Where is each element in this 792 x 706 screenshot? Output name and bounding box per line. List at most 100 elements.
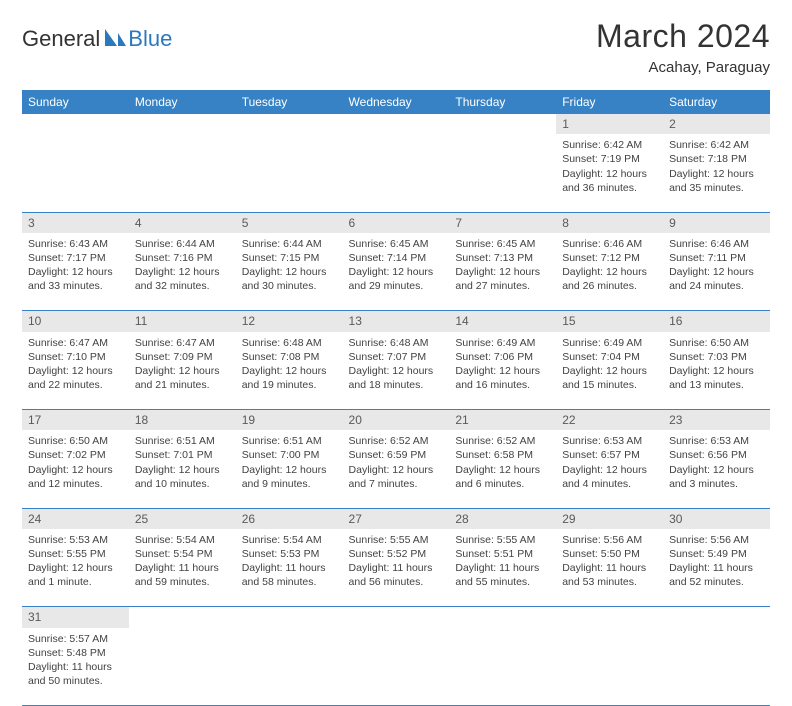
daylight-text: Daylight: 12 hours and 15 minutes. <box>562 364 657 392</box>
day-cell <box>449 628 556 706</box>
sunset-text: Sunset: 6:56 PM <box>669 448 764 462</box>
day-cell <box>129 134 236 212</box>
sunset-text: Sunset: 5:54 PM <box>135 547 230 561</box>
weekday-header: Monday <box>129 90 236 114</box>
sunrise-text: Sunrise: 5:54 AM <box>135 533 230 547</box>
day-cell: Sunrise: 6:50 AMSunset: 7:02 PMDaylight:… <box>22 430 129 508</box>
sunrise-text: Sunrise: 6:47 AM <box>135 336 230 350</box>
sunset-text: Sunset: 7:04 PM <box>562 350 657 364</box>
day-number-cell: 17 <box>22 410 129 431</box>
logo: General Blue <box>22 26 172 52</box>
daylight-text: Daylight: 12 hours and 24 minutes. <box>669 265 764 293</box>
daylight-text: Daylight: 12 hours and 1 minute. <box>28 561 123 589</box>
day-number-cell <box>449 114 556 134</box>
day-cell: Sunrise: 6:48 AMSunset: 7:08 PMDaylight:… <box>236 332 343 410</box>
sunset-text: Sunset: 7:08 PM <box>242 350 337 364</box>
day-cell: Sunrise: 5:54 AMSunset: 5:53 PMDaylight:… <box>236 529 343 607</box>
sunset-text: Sunset: 6:59 PM <box>349 448 444 462</box>
daylight-text: Daylight: 12 hours and 29 minutes. <box>349 265 444 293</box>
day-number-cell: 20 <box>343 410 450 431</box>
day-cell: Sunrise: 6:53 AMSunset: 6:57 PMDaylight:… <box>556 430 663 508</box>
day-number-cell: 27 <box>343 508 450 529</box>
sunrise-text: Sunrise: 6:52 AM <box>349 434 444 448</box>
day-cell <box>22 134 129 212</box>
day-number-cell: 4 <box>129 212 236 233</box>
day-cell <box>663 628 770 706</box>
sunset-text: Sunset: 7:06 PM <box>455 350 550 364</box>
weekday-header: Wednesday <box>343 90 450 114</box>
calendar-table: SundayMondayTuesdayWednesdayThursdayFrid… <box>22 90 770 706</box>
day-number-cell: 28 <box>449 508 556 529</box>
logo-text-general: General <box>22 26 100 52</box>
weekday-header: Tuesday <box>236 90 343 114</box>
sunrise-text: Sunrise: 6:44 AM <box>242 237 337 251</box>
sunrise-text: Sunrise: 5:56 AM <box>669 533 764 547</box>
sunrise-text: Sunrise: 6:45 AM <box>349 237 444 251</box>
daylight-text: Daylight: 12 hours and 36 minutes. <box>562 167 657 195</box>
day-number-cell: 24 <box>22 508 129 529</box>
sunset-text: Sunset: 7:07 PM <box>349 350 444 364</box>
day-body-row: Sunrise: 6:47 AMSunset: 7:10 PMDaylight:… <box>22 332 770 410</box>
calendar-body: 12Sunrise: 6:42 AMSunset: 7:19 PMDayligh… <box>22 114 770 706</box>
daylight-text: Daylight: 12 hours and 19 minutes. <box>242 364 337 392</box>
day-cell: Sunrise: 6:52 AMSunset: 6:58 PMDaylight:… <box>449 430 556 508</box>
daylight-text: Daylight: 12 hours and 18 minutes. <box>349 364 444 392</box>
day-number-cell <box>343 114 450 134</box>
sunrise-text: Sunrise: 6:51 AM <box>135 434 230 448</box>
daylight-text: Daylight: 12 hours and 22 minutes. <box>28 364 123 392</box>
day-number-cell <box>129 607 236 628</box>
day-number-cell <box>449 607 556 628</box>
sunrise-text: Sunrise: 6:53 AM <box>562 434 657 448</box>
day-number-cell: 25 <box>129 508 236 529</box>
daylight-text: Daylight: 12 hours and 26 minutes. <box>562 265 657 293</box>
day-number-cell <box>556 607 663 628</box>
sunset-text: Sunset: 7:02 PM <box>28 448 123 462</box>
day-body-row: Sunrise: 6:50 AMSunset: 7:02 PMDaylight:… <box>22 430 770 508</box>
daylight-text: Daylight: 12 hours and 9 minutes. <box>242 463 337 491</box>
day-cell: Sunrise: 6:46 AMSunset: 7:11 PMDaylight:… <box>663 233 770 311</box>
day-cell: Sunrise: 6:43 AMSunset: 7:17 PMDaylight:… <box>22 233 129 311</box>
day-number-cell: 19 <box>236 410 343 431</box>
sunrise-text: Sunrise: 5:54 AM <box>242 533 337 547</box>
day-number-cell: 10 <box>22 311 129 332</box>
day-number-cell: 14 <box>449 311 556 332</box>
day-cell: Sunrise: 6:45 AMSunset: 7:14 PMDaylight:… <box>343 233 450 311</box>
day-cell: Sunrise: 5:55 AMSunset: 5:52 PMDaylight:… <box>343 529 450 607</box>
day-number-cell: 16 <box>663 311 770 332</box>
day-number-cell: 3 <box>22 212 129 233</box>
day-cell: Sunrise: 5:54 AMSunset: 5:54 PMDaylight:… <box>129 529 236 607</box>
day-number-cell: 15 <box>556 311 663 332</box>
day-cell: Sunrise: 6:49 AMSunset: 7:04 PMDaylight:… <box>556 332 663 410</box>
sunrise-text: Sunrise: 6:46 AM <box>562 237 657 251</box>
sunrise-text: Sunrise: 6:42 AM <box>562 138 657 152</box>
daylight-text: Daylight: 11 hours and 59 minutes. <box>135 561 230 589</box>
day-number-cell: 5 <box>236 212 343 233</box>
daylight-text: Daylight: 12 hours and 21 minutes. <box>135 364 230 392</box>
day-cell: Sunrise: 6:44 AMSunset: 7:15 PMDaylight:… <box>236 233 343 311</box>
daylight-text: Daylight: 11 hours and 58 minutes. <box>242 561 337 589</box>
header-row: General Blue March 2024 Acahay, Paraguay <box>22 18 770 76</box>
sunrise-text: Sunrise: 6:49 AM <box>562 336 657 350</box>
daylight-text: Daylight: 12 hours and 13 minutes. <box>669 364 764 392</box>
sunrise-text: Sunrise: 6:48 AM <box>242 336 337 350</box>
day-body-row: Sunrise: 6:43 AMSunset: 7:17 PMDaylight:… <box>22 233 770 311</box>
day-cell: Sunrise: 5:56 AMSunset: 5:50 PMDaylight:… <box>556 529 663 607</box>
sunrise-text: Sunrise: 6:52 AM <box>455 434 550 448</box>
sail-icon <box>104 27 126 52</box>
day-cell: Sunrise: 6:47 AMSunset: 7:10 PMDaylight:… <box>22 332 129 410</box>
daylight-text: Daylight: 11 hours and 56 minutes. <box>349 561 444 589</box>
sunrise-text: Sunrise: 6:49 AM <box>455 336 550 350</box>
day-body-row: Sunrise: 5:57 AMSunset: 5:48 PMDaylight:… <box>22 628 770 706</box>
sunset-text: Sunset: 5:50 PM <box>562 547 657 561</box>
day-cell: Sunrise: 6:51 AMSunset: 7:00 PMDaylight:… <box>236 430 343 508</box>
sunrise-text: Sunrise: 6:53 AM <box>669 434 764 448</box>
day-cell <box>236 134 343 212</box>
sunrise-text: Sunrise: 5:55 AM <box>455 533 550 547</box>
daylight-text: Daylight: 11 hours and 53 minutes. <box>562 561 657 589</box>
logo-text-blue: Blue <box>128 26 172 52</box>
daylight-text: Daylight: 12 hours and 33 minutes. <box>28 265 123 293</box>
day-number-cell: 9 <box>663 212 770 233</box>
daylight-text: Daylight: 12 hours and 27 minutes. <box>455 265 550 293</box>
day-cell: Sunrise: 6:42 AMSunset: 7:18 PMDaylight:… <box>663 134 770 212</box>
sunset-text: Sunset: 7:14 PM <box>349 251 444 265</box>
